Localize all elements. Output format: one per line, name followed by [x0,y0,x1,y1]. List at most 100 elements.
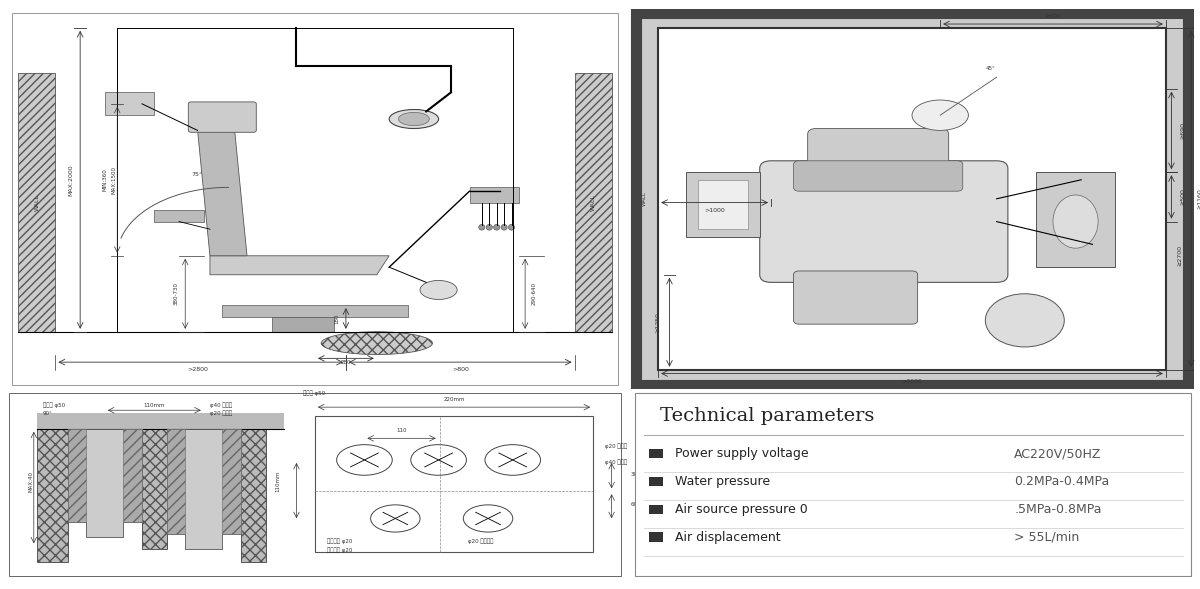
Bar [222,429,241,534]
Text: 110mm: 110mm [144,403,166,408]
Bar [697,180,749,229]
Ellipse shape [493,224,499,230]
Polygon shape [37,429,265,562]
Text: 30: 30 [630,472,637,477]
Text: 380-730: 380-730 [174,282,179,305]
Text: >3600: >3600 [901,379,923,383]
Bar [83,477,126,509]
Bar [126,429,145,509]
Text: 0.2MPa-0.4MPa: 0.2MPa-0.4MPa [1014,475,1110,488]
Ellipse shape [410,445,467,475]
Bar [67,429,86,522]
Text: 180: 180 [335,313,340,324]
Polygon shape [198,130,247,256]
Text: AC220V/50HZ: AC220V/50HZ [1014,447,1102,460]
Text: 废水管 φ50: 废水管 φ50 [43,402,65,408]
Text: >1000: >1000 [704,208,725,213]
Bar [649,505,664,514]
Ellipse shape [485,445,540,475]
Bar [686,172,760,237]
Bar [173,484,210,522]
Ellipse shape [985,294,1064,347]
FancyBboxPatch shape [760,161,1008,282]
Ellipse shape [322,332,432,355]
Text: φ40 牵引管: φ40 牵引管 [210,402,232,408]
Text: Power supply voltage: Power supply voltage [674,447,808,460]
Ellipse shape [389,110,439,128]
Bar [157,522,226,534]
Bar [155,210,204,221]
Text: ≥500: ≥500 [1181,188,1186,206]
Text: ≥690: ≥690 [1181,122,1186,139]
Text: 110mm: 110mm [276,471,281,492]
FancyBboxPatch shape [188,102,257,133]
Text: 废水管 φ50: 废水管 φ50 [302,390,325,396]
Text: .5MPa-0.8MPa: .5MPa-0.8MPa [1014,502,1102,516]
Ellipse shape [337,445,392,475]
Bar [222,305,408,316]
Ellipse shape [479,224,485,230]
Bar [18,74,55,332]
FancyBboxPatch shape [793,271,918,324]
Text: WALL: WALL [590,194,595,211]
Bar [65,509,145,522]
Ellipse shape [912,100,968,130]
Ellipse shape [486,224,492,230]
Text: 290-640: 290-640 [532,282,536,305]
Bar [37,429,271,562]
Text: ≥600: ≥600 [1044,14,1062,19]
Bar [649,449,664,458]
Text: 280: 280 [341,360,352,365]
FancyBboxPatch shape [793,161,962,191]
Bar [210,429,226,522]
Text: φ20 供水管: φ20 供水管 [606,444,628,449]
Text: WALL: WALL [35,194,40,211]
Text: MIN:360: MIN:360 [102,168,107,191]
Text: 电源输入 φ20: 电源输入 φ20 [328,538,353,544]
Ellipse shape [463,505,512,532]
Bar [575,74,612,332]
Text: 45°: 45° [985,65,995,71]
Text: 90°: 90° [43,411,53,416]
Ellipse shape [502,224,508,230]
Text: φ40 牵引管: φ40 牵引管 [606,459,628,465]
Bar [167,429,185,534]
Text: ≥1160: ≥1160 [1198,188,1200,209]
Ellipse shape [398,112,430,125]
Ellipse shape [371,505,420,532]
Text: WALL: WALL [642,191,647,206]
Text: 75°: 75° [192,172,203,177]
Bar [469,187,518,203]
Text: MAX:40: MAX:40 [29,471,34,492]
Text: ≥1250: ≥1250 [655,312,661,333]
Bar [314,416,593,552]
Text: 60: 60 [630,502,637,507]
Text: >800: >800 [451,368,469,372]
Text: 220mm: 220mm [443,397,464,402]
Bar [67,429,241,547]
Polygon shape [167,429,241,550]
Bar [271,316,334,332]
Bar [104,92,155,115]
Bar [649,477,664,486]
Text: Technical parameters: Technical parameters [660,408,875,425]
Text: > 55L/min: > 55L/min [1014,531,1080,544]
Text: >2800: >2800 [187,368,208,372]
Ellipse shape [509,224,515,230]
Text: φ20 气源输入: φ20 气源输入 [468,538,493,544]
Text: Water pressure: Water pressure [674,475,769,488]
Ellipse shape [1054,195,1098,248]
Text: MAX:1500: MAX:1500 [112,166,116,194]
Text: φ20 供水管: φ20 供水管 [210,411,232,416]
Text: 通讯光路 φ20: 通讯光路 φ20 [328,548,353,554]
Text: MAX:2000: MAX:2000 [68,164,73,196]
Bar [124,429,142,522]
Polygon shape [67,429,142,537]
Text: Air displacement: Air displacement [674,531,780,544]
Bar [157,429,173,522]
Bar [65,429,83,509]
Text: 110: 110 [396,428,407,433]
FancyBboxPatch shape [808,128,949,178]
Text: Air source pressure 0: Air source pressure 0 [674,502,808,516]
Bar [649,532,664,542]
